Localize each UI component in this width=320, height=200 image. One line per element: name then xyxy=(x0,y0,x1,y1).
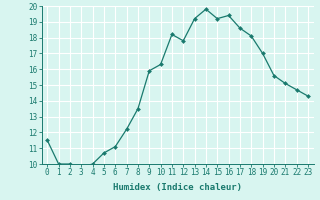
X-axis label: Humidex (Indice chaleur): Humidex (Indice chaleur) xyxy=(113,183,242,192)
